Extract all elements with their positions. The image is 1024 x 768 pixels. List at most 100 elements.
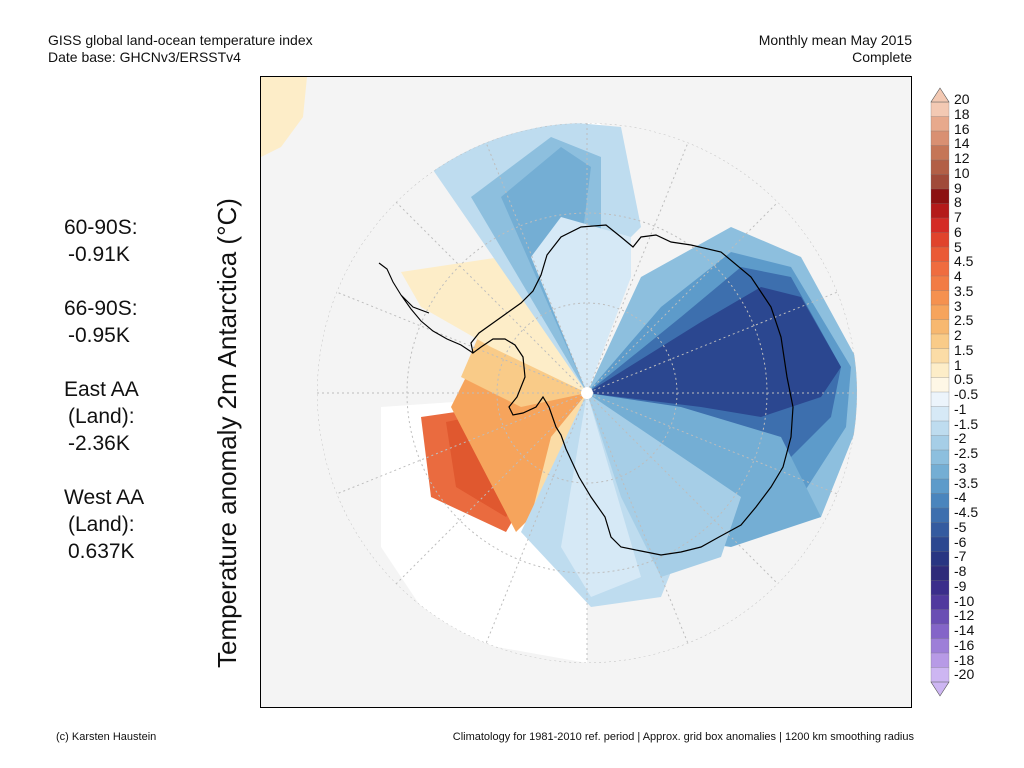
colorbar-tick-label: 1.5 [954, 341, 974, 358]
colorbar-tick-label: 10 [954, 164, 970, 181]
colorbar-labels: 20 18 16 14 12 10 9 8 7 6 5 4.5 4 3.5 3 2.5 2 1.5 1 0.5 -0.5… [954, 92, 978, 682]
colorbar-cell [930, 435, 950, 451]
colorbar-tick-label: -1.5 [954, 415, 979, 432]
stat-value: -0.95K [68, 324, 130, 347]
colorbar-cell [930, 493, 950, 509]
colorbar-tick-label: -16 [954, 636, 975, 653]
colorbar-cell [930, 507, 950, 523]
colorbar-tick-label: -2 [954, 430, 967, 447]
cool-anomaly-region [561, 393, 641, 597]
colorbar-cell [930, 464, 950, 480]
colorbar-cell [930, 188, 950, 204]
colorbar-tick-label: 2 [954, 327, 962, 343]
stat-60-90s: 60-90S: -0.91K [64, 214, 144, 268]
colorbar-cell [930, 638, 950, 654]
antarctic-anomaly-map [261, 77, 911, 707]
stat-66-90s: 66-90S: -0.95K [64, 295, 144, 349]
stat-label: 60-90S: [64, 216, 138, 239]
colorbar-tick-label: 14 [954, 135, 970, 152]
colorbar-cell [930, 580, 950, 596]
colorbar-cell [930, 116, 950, 132]
stat-label: East AA [64, 378, 139, 401]
colorbar-tick-label: -14 [954, 622, 975, 638]
colorbar-tick-label: -5 [954, 518, 967, 535]
colorbar-tick-label: -10 [954, 592, 975, 609]
colorbar-tick-label: -4.5 [954, 504, 979, 520]
stat-label-2: (Land): [68, 513, 135, 536]
colorbar-cell [930, 275, 950, 291]
colorbar-cell [930, 667, 950, 683]
stat-west-aa: West AA (Land): 0.637K [64, 484, 144, 565]
colorbar-tick-label: 18 [954, 105, 970, 122]
warm-anomaly-region [451, 367, 587, 532]
colorbar-tick-label: -4 [954, 489, 967, 506]
stat-label: 66-90S: [64, 297, 138, 320]
stat-label: West AA [64, 486, 145, 509]
colorbar-cell [930, 101, 950, 117]
colorbar-cell [930, 145, 950, 161]
colorbar-tick-label: 12 [954, 150, 970, 166]
colorbar-cell [930, 391, 950, 407]
colorbar-tick-label: -6 [954, 533, 967, 550]
stats-panel: 60-90S: -0.91K 66-90S: -0.95K East AA (L… [64, 214, 144, 592]
colorbar-tick-label: 1 [954, 356, 962, 373]
colorbar-cell [930, 333, 950, 349]
colorbar-cell [930, 609, 950, 625]
colorbar-tick-label: -1 [954, 400, 967, 417]
colorbar-tick-label: -12 [954, 607, 975, 624]
credit: (c) Karsten Haustein [56, 731, 157, 743]
colorbar-tick-label: 3.5 [954, 282, 974, 299]
antarctica-coastline [470, 224, 794, 556]
colorbar-tick-label: 8 [954, 194, 962, 211]
stat-east-aa: East AA (Land): -2.36K [64, 376, 144, 457]
colorbar-tick-label: -9 [954, 577, 967, 594]
colorbar-cell [930, 246, 950, 262]
colorbar-tick-label: 7 [954, 209, 962, 225]
colorbar-tick-label: 4.5 [954, 253, 974, 270]
colorbar-cell [930, 623, 950, 639]
colorbar-cell [930, 261, 950, 277]
colorbar-tick-label: 3 [954, 297, 962, 314]
map-title-block: GISS global land-ocean temperature index… [48, 32, 313, 66]
cold-anomaly-region [587, 393, 741, 577]
colorbar-cell [930, 478, 950, 494]
colorbar-cell [930, 449, 950, 465]
colorbar-cell [930, 362, 950, 378]
colorbar-cell [930, 536, 950, 552]
colorbar-cell [930, 652, 950, 668]
colorbar-tick-label: 5 [954, 238, 962, 255]
cool-anomaly-region [531, 217, 631, 393]
colorbar-tick-label: 0.5 [954, 371, 974, 388]
methodology-note: Climatology for 1981-2010 ref. period | … [452, 731, 914, 743]
cold-anomaly-region [587, 287, 841, 417]
colorbar-bottom-arrow [930, 681, 950, 697]
stat-label-2: (Land): [68, 405, 135, 428]
colorbar-top-arrow [930, 87, 950, 103]
antarctic-peninsula-outline [378, 262, 474, 354]
colorbar-tick-label: -8 [954, 563, 967, 579]
colorbar-cell [930, 377, 950, 393]
colorbar-cell [930, 551, 950, 567]
colorbar-tick-label: -3 [954, 459, 967, 476]
map-title: GISS global land-ocean temperature index [48, 32, 313, 48]
colorbar-cell [930, 594, 950, 610]
colorbar-tick-label: 16 [954, 120, 970, 137]
colorbar-tick-label: 20 [954, 91, 970, 107]
completeness-label: Complete [852, 49, 912, 65]
period-block: Monthly mean May 2015 Complete [759, 32, 912, 66]
colorbar [930, 87, 950, 697]
colorbar-tick-label: -7 [954, 548, 967, 565]
stat-value: -0.91K [68, 243, 130, 266]
cold-anomaly-region [587, 393, 821, 547]
colorbar-cell [930, 522, 950, 538]
stat-value: -2.36K [68, 432, 130, 455]
south-pole-marker [581, 387, 593, 399]
warm-anomaly-region [401, 257, 587, 393]
period-label: Monthly mean May 2015 [758, 32, 912, 48]
colorbar-cell [930, 290, 950, 306]
data-source: Date base: GHCNv3/ERSSTv4 [48, 49, 241, 65]
colorbar-cell [930, 159, 950, 175]
colorbar-tick-label: -3.5 [954, 474, 979, 491]
colorbar-cell [930, 420, 950, 436]
colorbar-tick-label: 4 [954, 268, 962, 284]
